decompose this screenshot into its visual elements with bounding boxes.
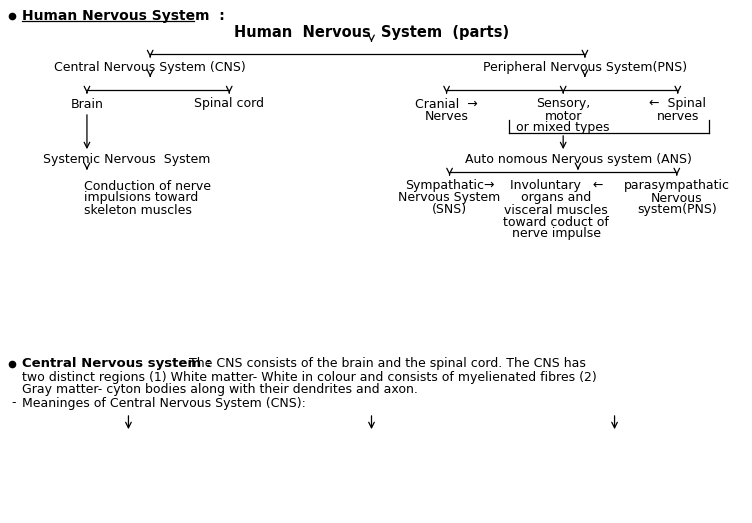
Text: Cranial  →: Cranial →: [415, 97, 478, 110]
Text: The CNS consists of the brain and the spinal cord. The CNS has: The CNS consists of the brain and the sp…: [185, 358, 586, 370]
Text: Brain: Brain: [71, 97, 103, 110]
Text: organs and: organs and: [521, 191, 591, 204]
Text: Auto nomous Nervous system (ANS): Auto nomous Nervous system (ANS): [465, 153, 691, 166]
Text: parasympathatic: parasympathatic: [624, 179, 729, 192]
Text: -: -: [12, 396, 17, 410]
Text: visceral muscles: visceral muscles: [505, 203, 608, 217]
Text: Meaninges of Central Nervous System (CNS):: Meaninges of Central Nervous System (CNS…: [22, 396, 305, 410]
Text: Nervous: Nervous: [651, 191, 702, 204]
Text: or mixed types: or mixed types: [517, 121, 610, 134]
Text: motor: motor: [544, 109, 582, 122]
Text: Systemic Nervous  System: Systemic Nervous System: [43, 153, 210, 166]
Text: skeleton muscles: skeleton muscles: [84, 203, 192, 217]
Text: Gray matter- cyton bodies along with their dendrites and axon.: Gray matter- cyton bodies along with the…: [22, 383, 417, 396]
Text: impulsions toward: impulsions toward: [84, 191, 199, 204]
Text: two distinct regions (1) White matter- White in colour and consists of myelienat: two distinct regions (1) White matter- W…: [22, 370, 596, 383]
Text: Sympathatic→: Sympathatic→: [405, 179, 494, 192]
Text: Peripheral Nervous System(PNS): Peripheral Nervous System(PNS): [483, 62, 687, 74]
Text: nerve impulse: nerve impulse: [512, 228, 601, 241]
Text: Central Nervous system :: Central Nervous system :: [22, 358, 211, 370]
Text: ←  Spinal: ← Spinal: [649, 97, 706, 110]
Text: Nerves: Nerves: [425, 109, 468, 122]
Text: Sensory,: Sensory,: [536, 97, 590, 110]
Text: (SNS): (SNS): [432, 203, 467, 217]
Text: Human  Nervous  System  (parts): Human Nervous System (parts): [234, 26, 509, 40]
Text: system(PNS): system(PNS): [637, 203, 717, 217]
Text: Conduction of nerve: Conduction of nerve: [84, 179, 211, 192]
Text: Human Nervous System  :: Human Nervous System :: [22, 9, 225, 23]
Text: nerves: nerves: [656, 109, 699, 122]
Text: Central Nervous System (CNS): Central Nervous System (CNS): [54, 62, 246, 74]
Text: Nervous System: Nervous System: [399, 191, 501, 204]
Text: Spinal cord: Spinal cord: [194, 97, 264, 110]
Text: toward coduct of: toward coduct of: [503, 215, 609, 229]
Text: Involuntary   ←: Involuntary ←: [510, 179, 603, 192]
